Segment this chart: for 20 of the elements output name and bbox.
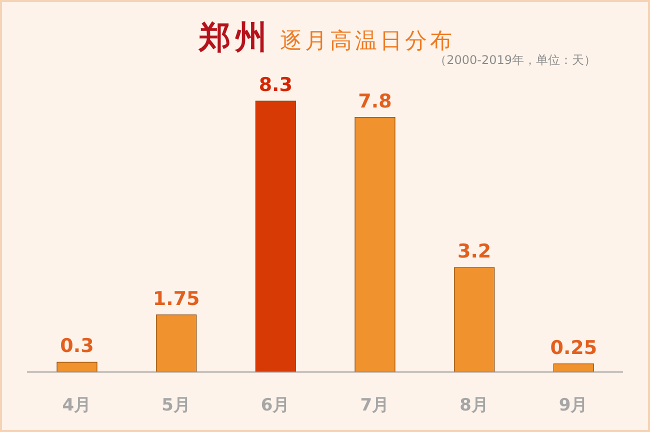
x-tick-label: 6月 <box>260 396 290 416</box>
data-label: 0.3 <box>60 335 94 358</box>
data-label: 7.8 <box>358 90 392 112</box>
bar <box>156 314 197 372</box>
data-label: 3.2 <box>457 240 492 263</box>
data-label: 1.75 <box>152 288 200 310</box>
x-tick-label: 4月 <box>62 396 92 416</box>
text: （2000-2019年，单位：天） <box>434 52 596 69</box>
bar <box>454 267 495 372</box>
bar <box>255 100 296 372</box>
bar <box>56 362 98 372</box>
x-tick-label: 8月 <box>460 396 488 416</box>
chart-title: 郑州 逐月高温日分布 <box>198 19 456 55</box>
x-tick-label: 9月 <box>558 396 588 416</box>
x-tick-label: 7月 <box>360 396 390 416</box>
data-label: 8.3 <box>258 74 293 96</box>
data-label: 0.25 <box>550 336 598 359</box>
bar <box>553 364 594 372</box>
x-tick-label: 5月 <box>162 396 190 416</box>
bar <box>354 117 396 372</box>
